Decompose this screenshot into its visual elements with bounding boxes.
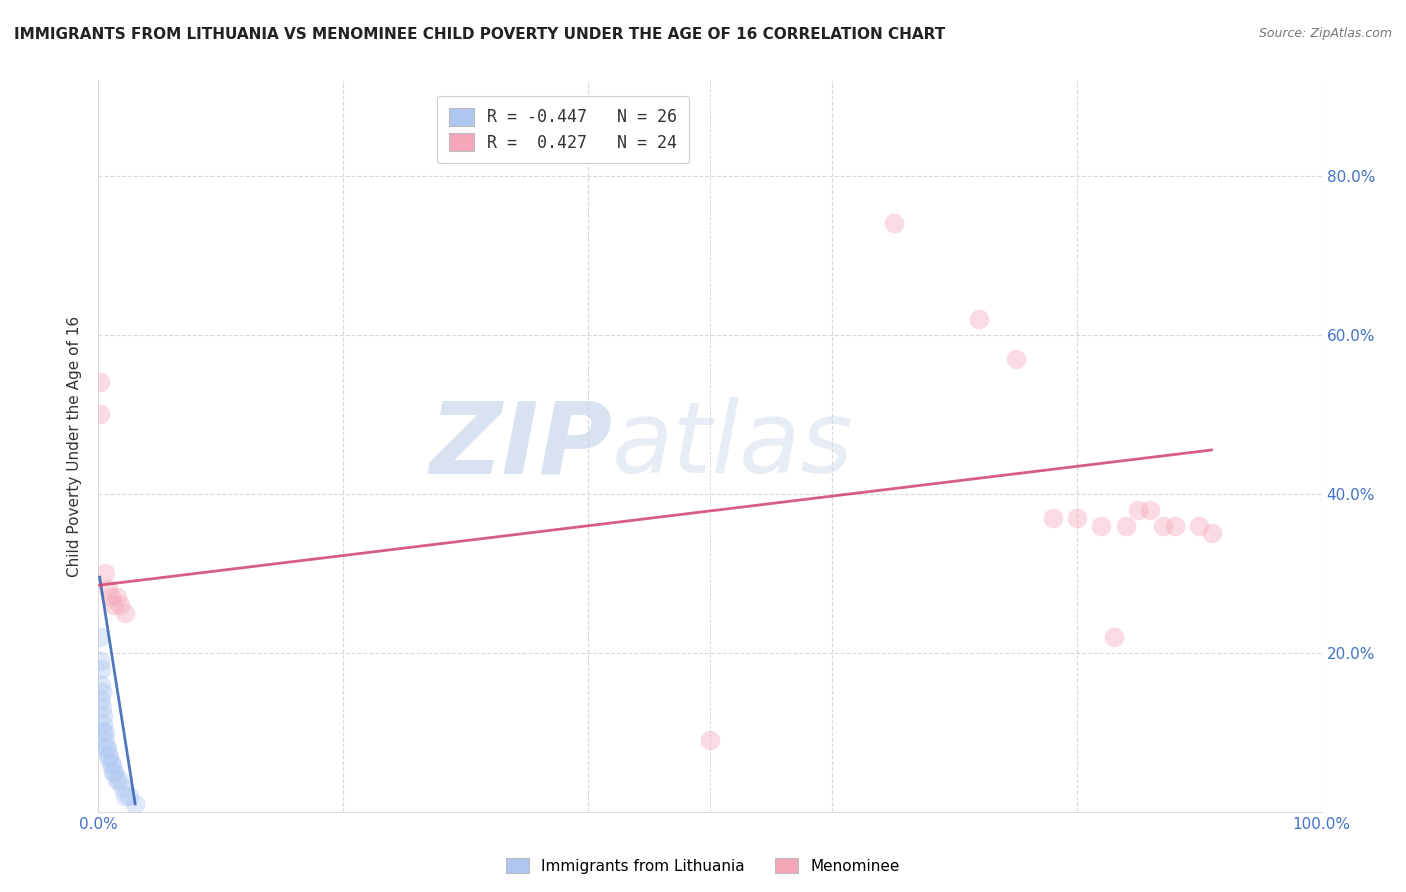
Point	[1042, 510, 1064, 524]
Point	[91, 717, 114, 731]
Point	[110, 598, 132, 612]
Point	[90, 693, 112, 707]
Legend: R = -0.447   N = 26, R =  0.427   N = 24: R = -0.447 N = 26, R = 0.427 N = 24	[437, 96, 689, 163]
Point	[124, 797, 146, 811]
Point	[89, 654, 111, 668]
Point	[1188, 518, 1211, 533]
Point	[1102, 630, 1125, 644]
Point	[1090, 518, 1112, 533]
Point	[91, 701, 114, 715]
Point	[1139, 502, 1161, 516]
Point	[101, 598, 124, 612]
Point	[103, 764, 125, 779]
Point	[89, 407, 111, 421]
Point	[91, 685, 114, 699]
Point	[100, 590, 122, 604]
Point	[111, 780, 134, 795]
Point	[91, 725, 114, 739]
Point	[1201, 526, 1223, 541]
Point	[1164, 518, 1187, 533]
Point	[97, 582, 120, 596]
Point	[96, 741, 118, 756]
Point	[93, 566, 115, 581]
Point	[699, 733, 721, 747]
Point	[100, 757, 122, 772]
Point	[1066, 510, 1088, 524]
Point	[101, 757, 124, 772]
Point	[118, 789, 141, 803]
Point	[101, 764, 124, 779]
Text: ZIP: ZIP	[429, 398, 612, 494]
Point	[89, 630, 111, 644]
Point	[114, 789, 136, 803]
Point	[1128, 502, 1150, 516]
Point	[1004, 351, 1026, 366]
Point	[90, 662, 112, 676]
Point	[108, 772, 131, 787]
Legend: Immigrants from Lithuania, Menominee: Immigrants from Lithuania, Menominee	[501, 852, 905, 880]
Text: Source: ZipAtlas.com: Source: ZipAtlas.com	[1258, 27, 1392, 40]
Point	[91, 709, 114, 723]
Point	[1115, 518, 1137, 533]
Y-axis label: Child Poverty Under the Age of 16: Child Poverty Under the Age of 16	[67, 316, 83, 576]
Point	[114, 606, 136, 620]
Point	[105, 772, 128, 787]
Point	[1152, 518, 1174, 533]
Point	[89, 376, 111, 390]
Point	[883, 216, 905, 230]
Point	[90, 677, 112, 691]
Text: atlas: atlas	[612, 398, 853, 494]
Point	[967, 311, 990, 326]
Text: IMMIGRANTS FROM LITHUANIA VS MENOMINEE CHILD POVERTY UNDER THE AGE OF 16 CORRELA: IMMIGRANTS FROM LITHUANIA VS MENOMINEE C…	[14, 27, 945, 42]
Point	[98, 749, 121, 764]
Point	[97, 749, 120, 764]
Point	[93, 733, 115, 747]
Point	[105, 590, 128, 604]
Point	[93, 725, 115, 739]
Point	[94, 741, 117, 756]
